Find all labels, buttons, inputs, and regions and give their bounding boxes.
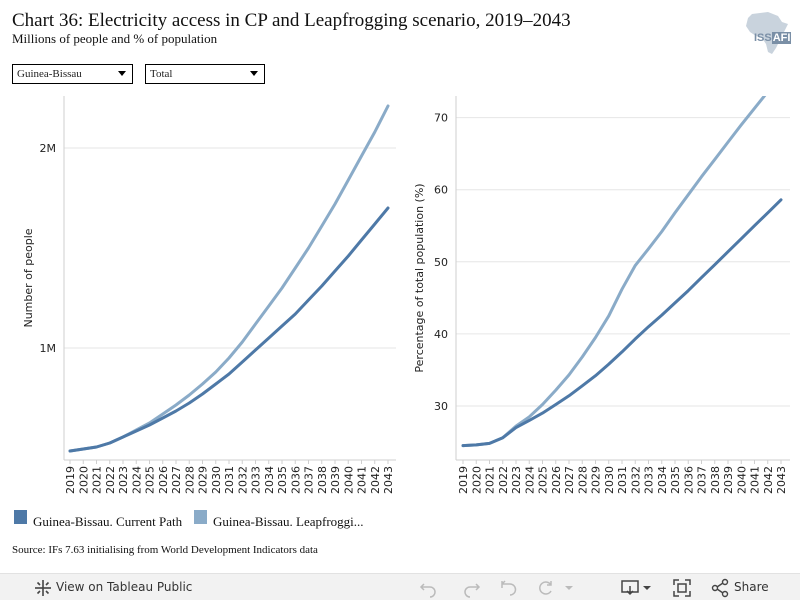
x-tick-label: 2029 — [197, 466, 210, 494]
iss-logo-text: ISSAFI — [754, 32, 792, 44]
x-tick-label: 2027 — [563, 466, 576, 494]
x-tick-label: 2039 — [722, 466, 735, 494]
tableau-logo-icon — [35, 580, 51, 596]
x-tick-label: 2036 — [682, 466, 695, 494]
y-axis-title: Percentage of total population (%) — [413, 183, 426, 372]
x-tick-label: 2043 — [775, 466, 788, 494]
chevron-down-icon — [565, 586, 573, 590]
chevron-down-icon — [250, 71, 258, 76]
x-tick-label: 2035 — [276, 466, 289, 494]
measure-dropdown-value: Total — [150, 68, 173, 80]
x-tick-label: 2038 — [316, 466, 329, 494]
x-tick-label: 2025 — [144, 466, 157, 494]
series-line-current-path — [461, 198, 783, 448]
chart-subtitle: Millions of people and % of population — [12, 31, 218, 46]
download-icon — [621, 580, 639, 596]
y-tick-label: 70 — [434, 112, 448, 125]
x-tick-label: 2023 — [117, 466, 130, 494]
x-tick-label: 2042 — [762, 466, 775, 494]
x-tick-label: 2033 — [643, 466, 656, 494]
x-tick-label: 2028 — [183, 466, 196, 494]
series-line-current-path — [68, 206, 390, 453]
series-line-leapfrogging — [461, 96, 767, 448]
fullscreen-button[interactable] — [670, 574, 694, 601]
refresh-icon — [539, 581, 552, 595]
x-tick-label: 2040 — [735, 466, 748, 494]
y-tick-label: 1M — [40, 342, 57, 355]
x-tick-label: 2020 — [77, 466, 90, 494]
x-tick-label: 2026 — [157, 466, 170, 494]
x-tick-label: 2024 — [130, 466, 143, 494]
measure-dropdown[interactable]: Total — [145, 64, 265, 84]
x-tick-label: 2037 — [696, 466, 709, 494]
y-tick-label: 40 — [434, 328, 448, 341]
x-tick-label: 2041 — [356, 466, 369, 494]
x-tick-label: 2030 — [210, 466, 223, 494]
x-tick-label: 2021 — [91, 466, 104, 494]
undo-icon — [419, 583, 436, 598]
x-tick-label: 2019 — [64, 466, 77, 494]
x-tick-label: 2035 — [669, 466, 682, 494]
download-button[interactable] — [620, 574, 654, 601]
share-icon — [711, 578, 729, 598]
x-tick-label: 2028 — [576, 466, 589, 494]
share-button[interactable]: Share — [708, 574, 788, 601]
fullscreen-icon — [673, 579, 691, 597]
legend-label: Guinea-Bissau. Current Path — [33, 514, 183, 529]
x-tick-label: 2024 — [523, 466, 536, 494]
y-tick-label: 30 — [434, 400, 448, 413]
x-tick-label: 2038 — [709, 466, 722, 494]
x-tick-label: 2042 — [369, 466, 382, 494]
y-tick-label: 60 — [434, 184, 448, 197]
y-axis-title: Number of people — [22, 228, 35, 327]
undo-button[interactable] — [416, 574, 440, 601]
x-tick-label: 2036 — [289, 466, 302, 494]
legend-swatch — [194, 510, 207, 524]
view-on-tableau-public-button[interactable]: View on Tableau Public — [30, 574, 200, 601]
x-tick-label: 2027 — [170, 466, 183, 494]
x-tick-label: 2022 — [104, 466, 117, 494]
x-tick-label: 2029 — [590, 466, 603, 494]
x-tick-label: 2023 — [510, 466, 523, 494]
revert-icon — [501, 580, 517, 596]
country-dropdown-value: Guinea-Bissau — [17, 68, 82, 80]
x-tick-label: 2034 — [263, 466, 276, 494]
y-tick-label: 50 — [434, 256, 448, 269]
redo-icon — [464, 583, 481, 598]
x-tick-label: 2034 — [656, 466, 669, 494]
x-tick-label: 2025 — [537, 466, 550, 494]
chart-title: Chart 36: Electricity access in CP and L… — [12, 10, 571, 31]
x-tick-label: 2020 — [470, 466, 483, 494]
y-tick-label: 2M — [40, 142, 57, 155]
x-tick-label: 2032 — [629, 466, 642, 494]
pause-refresh-button[interactable] — [534, 574, 578, 601]
x-tick-label: 2037 — [303, 466, 316, 494]
view-on-tableau-public-label: View on Tableau Public — [56, 580, 193, 594]
x-tick-label: 2019 — [457, 466, 470, 494]
x-tick-label: 2043 — [382, 466, 395, 494]
x-tick-label: 2031 — [223, 466, 236, 494]
legend-swatch — [14, 510, 27, 524]
redo-button[interactable] — [460, 574, 484, 601]
tableau-toolbar: View on Tableau Public — [0, 573, 800, 600]
x-tick-label: 2041 — [749, 466, 762, 494]
x-tick-label: 2040 — [342, 466, 355, 494]
chevron-down-icon — [118, 71, 126, 76]
x-tick-label: 2031 — [616, 466, 629, 494]
x-tick-label: 2033 — [250, 466, 263, 494]
share-label: Share — [734, 580, 769, 594]
x-tick-label: 2021 — [484, 466, 497, 494]
country-dropdown[interactable]: Guinea-Bissau — [12, 64, 133, 84]
x-tick-label: 2030 — [603, 466, 616, 494]
revert-button[interactable] — [496, 574, 520, 601]
legend-label: Guinea-Bissau. Leapfroggi... — [213, 514, 364, 529]
source-note: Source: IFs 7.63 initialising from World… — [12, 544, 318, 556]
x-tick-label: 2032 — [236, 466, 249, 494]
x-tick-label: 2026 — [550, 466, 563, 494]
x-tick-label: 2022 — [497, 466, 510, 494]
x-tick-label: 2039 — [329, 466, 342, 494]
chevron-down-icon — [643, 586, 651, 590]
